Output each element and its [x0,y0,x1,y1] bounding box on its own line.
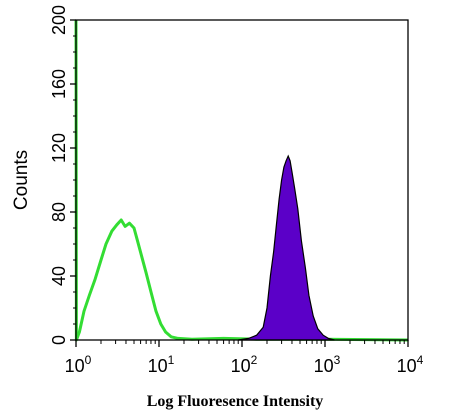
y-tick-label: 0 [49,335,69,345]
y-tick-label: 160 [49,69,69,99]
x-axis: 100 101 102 103 104 [65,340,424,376]
x-tick-exponent: 3 [334,353,341,367]
x-tick-label: 100 [65,353,92,376]
histogram-series-1 [74,19,409,342]
x-tick-exponent: 2 [251,353,258,367]
x-tick-label: 102 [231,353,258,376]
x-tick-label: 101 [148,353,175,376]
x-tick-exponent: 1 [168,353,175,367]
y-tick-label: 200 [49,5,69,35]
x-axis-title: Log Fluoresence Intensity [147,393,324,410]
histogram-series-2 [238,154,335,341]
x-tick-exponent: 0 [85,353,92,367]
y-axis: 0 40 80 120 160 200 [49,5,76,345]
x-tick-exponent: 4 [417,353,424,367]
y-tick-label: 40 [49,266,69,286]
plot-frame [75,19,409,341]
x-tick-label: 104 [397,353,424,376]
y-axis-title: Counts [11,150,32,210]
y-tick-label: 80 [49,202,69,222]
y-tick-label: 120 [49,133,69,163]
x-tick-label: 103 [314,353,341,376]
plot-area [74,19,409,342]
